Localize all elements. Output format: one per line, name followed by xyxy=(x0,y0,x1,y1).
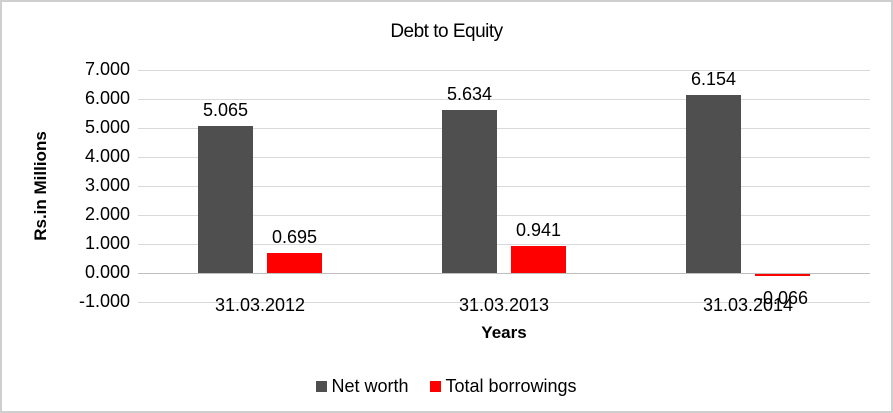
data-label-net-worth-31-03-2014: 6.154 xyxy=(690,69,737,89)
data-label-total-borrowings-31-03-2014: -0.066 xyxy=(756,288,809,308)
y-tick-label: 4.000 xyxy=(84,146,130,166)
bar-net-worth-31-03-2013 xyxy=(442,110,497,273)
legend-swatch-net-worth xyxy=(316,381,328,392)
bar-total-borrowings-31-03-2012 xyxy=(267,253,322,273)
bar-net-worth-31-03-2012 xyxy=(198,126,253,273)
legend-item-net-worth: Net worth xyxy=(316,376,408,397)
gridline xyxy=(138,186,870,187)
x-axis-title: Years xyxy=(481,323,527,342)
bar-total-borrowings-31-03-2014 xyxy=(755,274,810,276)
y-tick-label: -1.000 xyxy=(78,291,130,311)
y-tick-label: 6.000 xyxy=(84,88,130,108)
chart-title: Debt to Equity xyxy=(390,21,503,42)
legend-swatch-total-borrowings xyxy=(430,381,442,392)
x-axis-line xyxy=(138,273,870,274)
gridline xyxy=(138,244,870,245)
x-category-label-31-03-2012: 31.03.2012 xyxy=(214,295,306,315)
data-label-total-borrowings-31-03-2013: 0.941 xyxy=(515,220,562,240)
gridline xyxy=(138,99,870,100)
y-tick-label: 2.000 xyxy=(84,204,130,224)
y-tick-label: 1.000 xyxy=(84,233,130,253)
legend: Net worth Total borrowings xyxy=(2,376,891,397)
legend-label-total-borrowings: Total borrowings xyxy=(445,376,577,396)
data-label-net-worth-31-03-2013: 5.634 xyxy=(446,84,493,104)
y-tick-label: 3.000 xyxy=(84,175,130,195)
y-tick-label: 7.000 xyxy=(84,59,130,79)
gridline xyxy=(138,157,870,158)
gridline xyxy=(138,302,870,303)
legend-label-net-worth: Net worth xyxy=(331,376,409,396)
bar-total-borrowings-31-03-2013 xyxy=(511,246,566,273)
x-category-label-31-03-2014: 31.03.2014 xyxy=(702,295,794,315)
data-label-net-worth-31-03-2012: 5.065 xyxy=(202,100,249,120)
y-tick-label: 0.000 xyxy=(84,262,130,282)
gridline xyxy=(138,70,870,71)
data-label-total-borrowings-31-03-2012: 0.695 xyxy=(271,227,318,247)
gridline xyxy=(138,215,870,216)
legend-item-total-borrowings: Total borrowings xyxy=(430,376,577,397)
gridline xyxy=(138,128,870,129)
y-tick-label: 5.000 xyxy=(84,117,130,137)
bar-net-worth-31-03-2014 xyxy=(686,95,741,273)
x-category-label-31-03-2013: 31.03.2013 xyxy=(458,295,550,315)
